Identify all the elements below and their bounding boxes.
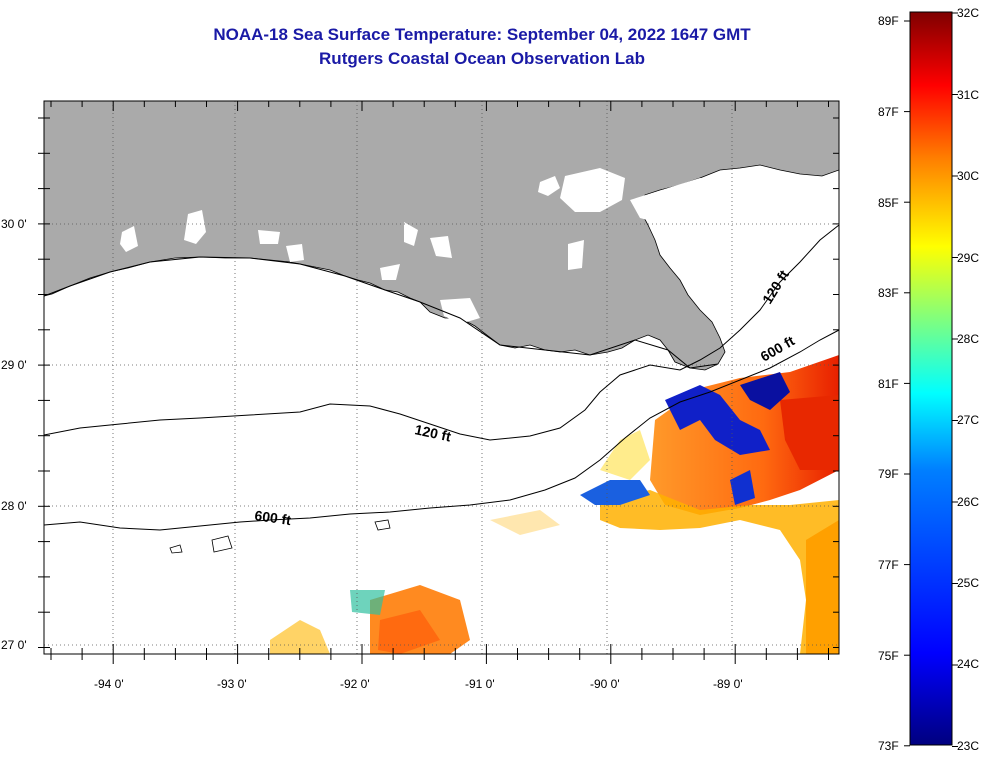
colorbar-c-label: 25C — [957, 576, 979, 590]
lat-tick-label: 27 0' — [1, 638, 27, 652]
lon-tick-label: -92 0' — [340, 677, 370, 691]
map-frame — [43, 100, 840, 655]
lon-tick-label: -90 0' — [590, 677, 620, 691]
lat-tick-label: 29 0' — [1, 358, 27, 372]
lake — [660, 180, 836, 320]
grid-lines — [44, 101, 839, 654]
colorbar-c-label: 30C — [957, 169, 979, 183]
colorbar-c-label: 27C — [957, 413, 979, 427]
lake — [404, 222, 418, 246]
colorbar-f-label: 75F — [878, 649, 899, 663]
colorbar-f-label: 73F — [878, 739, 899, 753]
lake — [258, 230, 280, 244]
lake — [538, 176, 560, 196]
chart-title: NOAA-18 Sea Surface Temperature: Septemb… — [213, 25, 751, 44]
colorbar-gradient — [909, 11, 953, 746]
colorbar-f-label: 85F — [878, 196, 899, 210]
colorbar-f-label: 77F — [878, 558, 899, 572]
lake — [430, 236, 452, 258]
lake — [286, 244, 304, 262]
axis-ticks — [38, 101, 839, 664]
contour-label: 600 ft — [254, 507, 293, 528]
contour-120ft-west — [44, 224, 839, 441]
coastline — [44, 256, 719, 369]
lake — [184, 210, 206, 244]
lat-tick-label: 30 0' — [1, 217, 27, 231]
colorbar-c-label: 24C — [957, 657, 979, 671]
lake — [120, 226, 138, 252]
colorbar-f-label: 79F — [878, 467, 899, 481]
lon-tick-label: -89 0' — [713, 677, 743, 691]
lake — [568, 240, 584, 270]
colorbar-c-label: 29C — [957, 251, 979, 265]
lon-tick-label: -91 0' — [465, 677, 495, 691]
chart-subtitle: Rutgers Coastal Ocean Observation Lab — [319, 49, 645, 68]
contour-600ft — [44, 329, 839, 531]
colorbar-c-label: 28C — [957, 332, 979, 346]
colorbar-c-label: 26C — [957, 495, 979, 509]
lake — [560, 168, 625, 212]
colorbar-c-label: 23C — [957, 739, 979, 753]
colorbar-f-label: 83F — [878, 286, 899, 300]
colorbar-f-label: 87F — [878, 105, 899, 119]
lake — [380, 264, 400, 280]
colorbar-f-label: 81F — [878, 377, 899, 391]
lon-tick-label: -93 0' — [217, 677, 247, 691]
sst-map: 120 ft 600 ft 120 ft 600 ft -94 0' -93 0… — [1, 100, 840, 691]
lon-tick-label: -94 0' — [94, 677, 124, 691]
lat-tick-label: 28 0' — [1, 499, 27, 513]
colorbar-c-label: 32C — [957, 6, 979, 20]
contour-label: 120 ft — [413, 421, 452, 444]
colorbar-c-label: 31C — [957, 88, 979, 102]
sst-field — [270, 355, 839, 654]
lake — [440, 298, 480, 324]
contour-small — [169, 519, 391, 554]
